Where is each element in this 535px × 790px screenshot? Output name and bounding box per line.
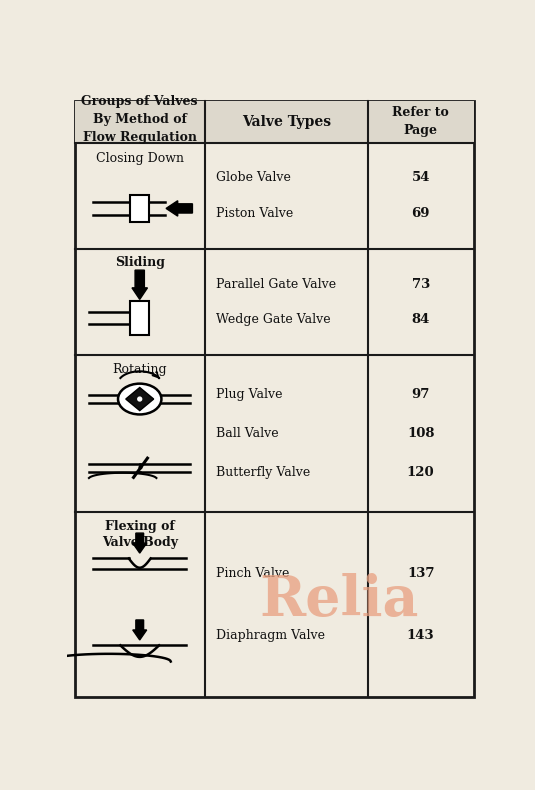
Text: Globe Valve: Globe Valve bbox=[217, 171, 292, 184]
Text: 143: 143 bbox=[407, 629, 434, 641]
FancyArrow shape bbox=[132, 270, 148, 299]
Polygon shape bbox=[126, 387, 154, 411]
Text: 108: 108 bbox=[407, 427, 434, 440]
Bar bbox=[74, 101, 474, 142]
Bar bbox=[131, 301, 149, 335]
Bar bbox=[131, 194, 149, 222]
Text: Diaphragm Valve: Diaphragm Valve bbox=[217, 629, 325, 641]
FancyArrow shape bbox=[133, 533, 147, 553]
Text: 54: 54 bbox=[411, 171, 430, 184]
Text: Piston Valve: Piston Valve bbox=[217, 207, 294, 220]
Text: Rotating: Rotating bbox=[112, 363, 167, 376]
Ellipse shape bbox=[118, 384, 162, 415]
Text: 97: 97 bbox=[411, 388, 430, 401]
Text: Groups of Valves
By Method of
Flow Regulation: Groups of Valves By Method of Flow Regul… bbox=[81, 95, 198, 144]
Text: Parallel Gate Valve: Parallel Gate Valve bbox=[217, 278, 337, 291]
Text: 137: 137 bbox=[407, 567, 434, 580]
Text: Closing Down: Closing Down bbox=[96, 152, 184, 165]
Text: 69: 69 bbox=[411, 207, 430, 220]
Text: 84: 84 bbox=[411, 313, 430, 326]
Text: Ball Valve: Ball Valve bbox=[217, 427, 279, 440]
Circle shape bbox=[139, 466, 142, 468]
Text: Wedge Gate Valve: Wedge Gate Valve bbox=[217, 313, 331, 326]
Text: Pinch Valve: Pinch Valve bbox=[217, 567, 290, 580]
Text: Flexing of
Valve Body: Flexing of Valve Body bbox=[102, 520, 178, 549]
Circle shape bbox=[138, 397, 142, 401]
FancyArrow shape bbox=[133, 620, 147, 640]
Text: Plug Valve: Plug Valve bbox=[217, 388, 283, 401]
Text: 120: 120 bbox=[407, 466, 434, 480]
Text: Relia: Relia bbox=[259, 574, 419, 628]
Text: Refer to
Page: Refer to Page bbox=[392, 106, 449, 137]
FancyArrow shape bbox=[166, 201, 193, 216]
Text: 73: 73 bbox=[411, 278, 430, 291]
Text: Sliding: Sliding bbox=[114, 257, 165, 269]
Text: Butterfly Valve: Butterfly Valve bbox=[217, 466, 311, 480]
Text: Valve Types: Valve Types bbox=[242, 115, 331, 129]
